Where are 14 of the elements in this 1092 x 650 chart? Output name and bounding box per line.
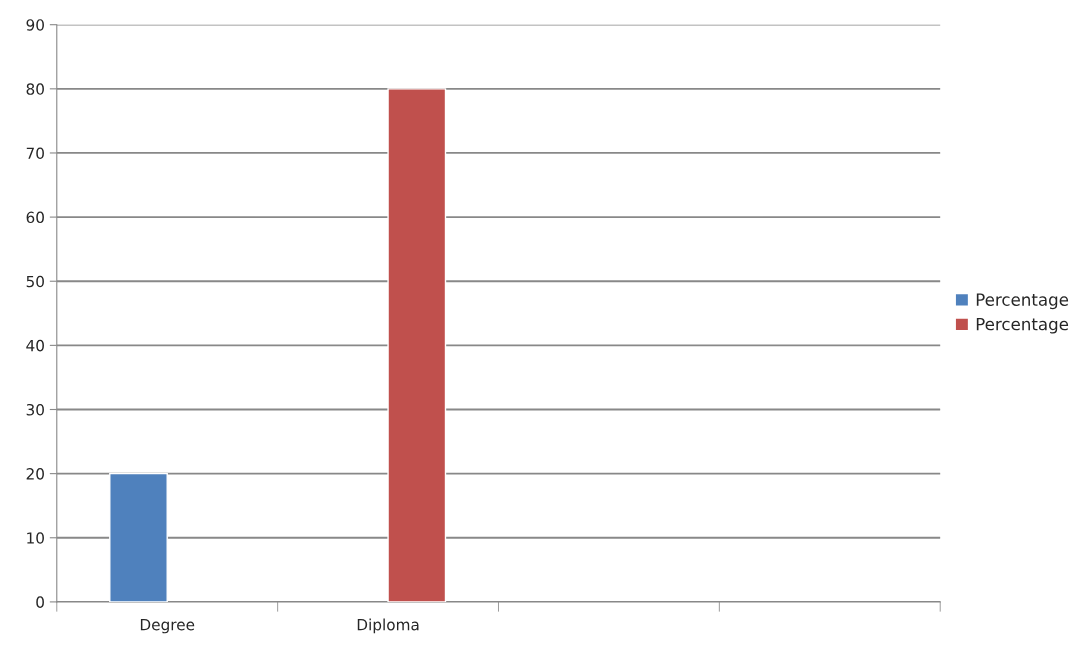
- y-tick-label: 0: [36, 596, 44, 608]
- y-tick-label: 40: [26, 339, 44, 352]
- legend-label: Percentage: [976, 317, 1069, 334]
- y-tick-label: 70: [26, 147, 44, 159]
- y-tick-label: 10: [27, 532, 44, 544]
- x-tick-label: Diploma: [357, 618, 419, 634]
- x-tick-label: Degree: [140, 619, 195, 634]
- y-tick-label: 80: [26, 83, 44, 95]
- y-tick-label: 20: [26, 468, 44, 480]
- y-tick-label: 60: [26, 211, 44, 224]
- y-tick-label: 90: [26, 19, 44, 31]
- legend-label: Percentage: [976, 293, 1069, 310]
- y-tick-label: 50: [26, 275, 44, 288]
- y-tick-label: 30: [26, 403, 44, 416]
